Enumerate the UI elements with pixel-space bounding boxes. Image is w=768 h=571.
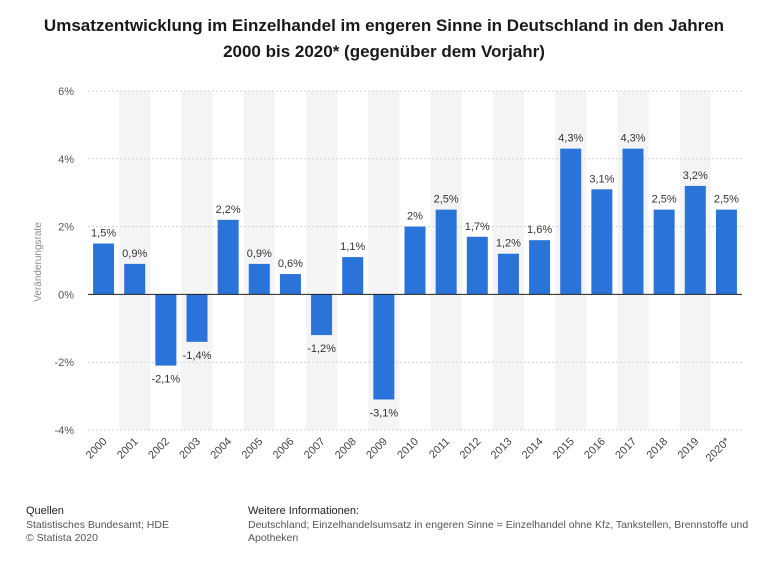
bar[interactable] bbox=[684, 185, 706, 295]
info-heading: Weitere Informationen: bbox=[248, 505, 360, 517]
value-labels: 1,5% 0,9% -2,1%-1,4% 2,2% 0,9% 0,6% -1,2% 1,1% -… bbox=[91, 133, 739, 420]
bar[interactable] bbox=[155, 294, 177, 366]
x-tick-label: 2004 bbox=[208, 436, 234, 462]
column-band bbox=[306, 91, 338, 430]
value-label: -1,4% bbox=[183, 350, 212, 362]
bar[interactable] bbox=[186, 294, 208, 342]
sources-line-1: Statistisches Bundesamt; HDE bbox=[26, 518, 169, 531]
x-tick-label: 2020* bbox=[704, 435, 733, 464]
chart-title: Umsatzentwicklung im Einzelhandel im eng… bbox=[43, 16, 725, 61]
value-label: 1,7% bbox=[465, 221, 490, 233]
x-tick-label: 2011 bbox=[427, 436, 452, 461]
bar[interactable] bbox=[373, 294, 395, 400]
info-block: Weitere Informationen: Deutschland; Einz… bbox=[248, 505, 768, 546]
x-tick-label: 2010 bbox=[395, 436, 421, 462]
info-text: Deutschland; Einzelhandelsumsatz in enge… bbox=[248, 518, 749, 545]
value-label: 4,3% bbox=[620, 133, 645, 145]
bar[interactable] bbox=[591, 189, 613, 295]
bar[interactable] bbox=[466, 236, 488, 295]
x-tick-label: 2000 bbox=[84, 436, 110, 462]
bar[interactable] bbox=[622, 148, 644, 295]
y-tick-label: 4% bbox=[58, 154, 74, 166]
value-label: 2,2% bbox=[216, 204, 241, 216]
x-tick-label: 2002 bbox=[146, 436, 172, 462]
column-band bbox=[243, 91, 275, 430]
column-band bbox=[181, 91, 213, 430]
bar[interactable] bbox=[279, 274, 301, 295]
x-tick-label: 2014 bbox=[520, 436, 546, 462]
x-tick-label: 2005 bbox=[240, 436, 266, 462]
bar[interactable] bbox=[124, 263, 146, 295]
bar[interactable] bbox=[404, 226, 426, 295]
value-label: 1,2% bbox=[496, 238, 521, 250]
y-tick-label: 6% bbox=[58, 86, 74, 98]
value-label: 0,9% bbox=[122, 248, 147, 260]
sources-block: Quellen Statistisches Bundesamt; HDE © S… bbox=[26, 505, 169, 546]
value-label: -1,2% bbox=[307, 343, 336, 355]
bar[interactable] bbox=[217, 219, 239, 295]
x-tick-label: 2018 bbox=[644, 436, 670, 462]
bar[interactable] bbox=[93, 243, 115, 295]
bar[interactable] bbox=[653, 209, 675, 295]
x-tick-label: 2017 bbox=[613, 436, 639, 462]
value-label: 2% bbox=[407, 211, 423, 223]
value-label: 3,2% bbox=[683, 170, 708, 182]
bar[interactable] bbox=[311, 294, 333, 336]
value-label: 2,5% bbox=[714, 194, 739, 206]
sources-heading: Quellen bbox=[26, 505, 64, 517]
x-tick-label: 2009 bbox=[364, 436, 390, 462]
value-label: 0,9% bbox=[247, 248, 272, 260]
value-label: 1,1% bbox=[340, 241, 365, 253]
column-band bbox=[119, 91, 151, 430]
x-tick-label: 2015 bbox=[551, 436, 577, 462]
value-label: 3,1% bbox=[589, 173, 614, 185]
y-tick-label: -4% bbox=[54, 425, 74, 437]
value-label: 1,6% bbox=[527, 224, 552, 236]
value-label: 2,5% bbox=[434, 194, 459, 206]
x-tick-label: 2007 bbox=[302, 436, 328, 462]
value-label: -3,1% bbox=[369, 407, 398, 419]
sources-line-2: © Statista 2020 bbox=[26, 532, 98, 544]
x-tick-label: 2001 bbox=[115, 436, 141, 462]
x-tick-labels: 2000 2001 2002 2003 2004 2005 2006 2007 2008 2009… bbox=[84, 435, 733, 464]
bar[interactable] bbox=[497, 253, 519, 295]
value-label: 1,5% bbox=[91, 228, 116, 240]
value-label: 2,5% bbox=[652, 194, 677, 206]
x-tick-label: 2019 bbox=[676, 436, 702, 462]
bar[interactable] bbox=[248, 263, 270, 295]
y-tick-labels: 6% 4% 2% 0% -2% -4% bbox=[54, 86, 74, 437]
bar[interactable] bbox=[435, 209, 457, 295]
bar[interactable] bbox=[342, 257, 364, 295]
bar[interactable] bbox=[529, 240, 551, 295]
y-tick-label: 2% bbox=[58, 222, 74, 234]
value-label: 4,3% bbox=[558, 133, 583, 145]
x-tick-label: 2016 bbox=[582, 436, 608, 462]
y-tick-label: -2% bbox=[54, 357, 74, 369]
x-tick-label: 2006 bbox=[271, 436, 297, 462]
bars bbox=[93, 148, 737, 400]
y-axis-title: Veränderungsrate bbox=[33, 222, 44, 302]
bar[interactable] bbox=[715, 209, 737, 295]
x-tick-label: 2012 bbox=[458, 436, 484, 462]
value-label: -2,1% bbox=[151, 374, 180, 386]
bar-chart: 1,5% 0,9% -2,1%-1,4% 2,2% 0,9% 0,6% -1,2% 1,1% -… bbox=[33, 86, 742, 464]
x-tick-label: 2013 bbox=[489, 436, 515, 462]
bar[interactable] bbox=[560, 148, 582, 295]
y-tick-label: 0% bbox=[58, 289, 74, 301]
value-label: 0,6% bbox=[278, 258, 303, 270]
x-tick-label: 2003 bbox=[177, 436, 203, 462]
x-tick-label: 2008 bbox=[333, 436, 359, 462]
